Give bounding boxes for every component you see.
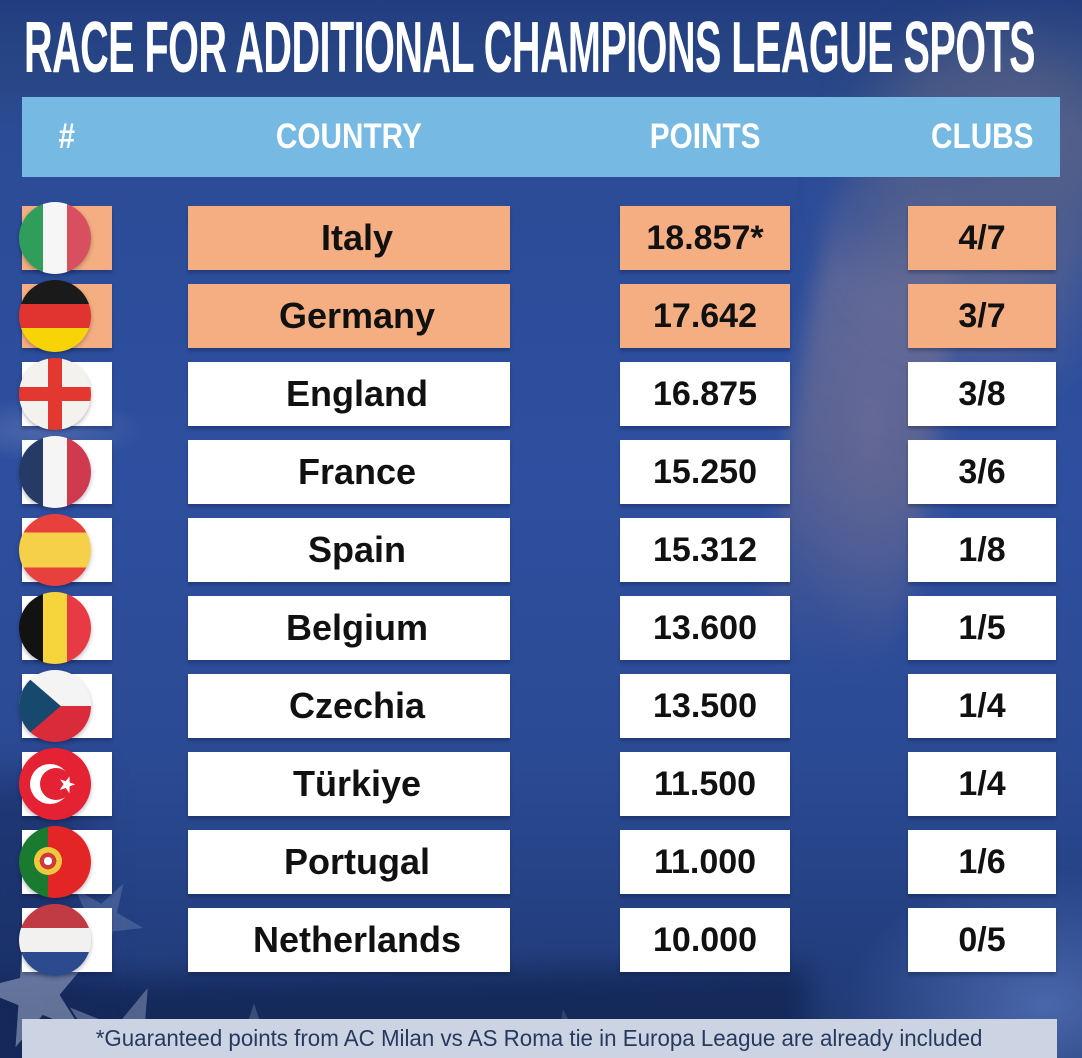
country-name: Türkiye [292, 763, 422, 804]
country-cell: Türkiye [188, 752, 510, 816]
points-value: 16.875 [653, 374, 757, 413]
clubs-value: 4/7 [958, 218, 1006, 257]
germany-flag-icon [19, 280, 91, 352]
country-name: France [297, 451, 417, 492]
clubs-cell: 1/6 [908, 830, 1056, 894]
flag-detail [19, 670, 61, 742]
column-header-clubs-label: CLUBS [930, 117, 1034, 156]
country-cell: Spain [188, 518, 510, 582]
footnote-bar: *Guaranteed points from AC Milan vs AS R… [22, 1019, 1057, 1058]
country-cell: Italy [188, 206, 510, 270]
clubs-cell: 1/4 [908, 752, 1056, 816]
table-header: # COUNTRY POINTS CLUBS [22, 97, 1060, 177]
table-body: 1 Italy 18.857* 4/7 2 Germany 17.642 [19, 202, 1060, 986]
points-value: 11.000 [653, 842, 757, 881]
table-row: 4 France 15.250 3/6 [19, 436, 1060, 508]
country-name: Germany [278, 295, 436, 336]
country-name: Portugal [283, 841, 430, 882]
table-row: 3 England 16.875 3/8 [19, 358, 1060, 430]
clubs-value: 3/8 [958, 374, 1006, 413]
background-blur-shape-top [860, 40, 1082, 330]
england-flag-icon [19, 358, 91, 430]
column-header-country-label: COUNTRY [275, 117, 422, 156]
points-value: 13.600 [653, 608, 757, 647]
clubs-cell: 3/7 [908, 284, 1056, 348]
clubs-cell: 1/8 [908, 518, 1056, 582]
points-value: 15.312 [653, 530, 757, 569]
points-cell: 17.642 [620, 284, 790, 348]
column-header-clubs: CLUBS [908, 97, 1056, 177]
points-cell: 15.312 [620, 518, 790, 582]
clubs-value: 3/6 [958, 452, 1006, 491]
clubs-value: 1/6 [958, 842, 1006, 881]
table-row: 2 Germany 17.642 3/7 [19, 280, 1060, 352]
clubs-value: 1/8 [958, 530, 1006, 569]
clubs-cell: 1/5 [908, 596, 1056, 660]
country-name: Czechia [288, 685, 426, 726]
clubs-cell: 4/7 [908, 206, 1056, 270]
clubs-cell: 0/5 [908, 908, 1056, 972]
country-cell: Netherlands [188, 908, 510, 972]
country-name: Netherlands [252, 919, 462, 960]
points-cell: 18.857* [620, 206, 790, 270]
country-name: England [286, 373, 428, 414]
country-cell: England [188, 362, 510, 426]
france-flag-icon [19, 436, 91, 508]
page-title-text: RACE FOR ADDITIONAL CHAMPIONS LEAGUE SPO… [24, 8, 1036, 88]
country-cell: Portugal [188, 830, 510, 894]
clubs-value: 1/5 [958, 608, 1006, 647]
page-title: RACE FOR ADDITIONAL CHAMPIONS LEAGUE SPO… [24, 0, 1082, 96]
clubs-value: 0/5 [958, 920, 1006, 959]
italy-flag-icon [19, 202, 91, 274]
points-value: 10.000 [653, 920, 757, 959]
portugal-flag-icon [19, 826, 91, 898]
netherlands-flag-icon [19, 904, 91, 976]
column-header-points-label: POINTS [649, 117, 761, 156]
country-name: Belgium [285, 607, 428, 648]
clubs-value: 3/7 [958, 296, 1006, 335]
points-value: 17.642 [653, 296, 757, 335]
points-value: 11.500 [653, 764, 757, 803]
points-cell: 13.600 [620, 596, 790, 660]
column-header-points: POINTS [620, 97, 790, 177]
country-cell: Czechia [188, 674, 510, 738]
points-cell: 16.875 [620, 362, 790, 426]
column-header-rank-label: # [58, 117, 76, 156]
table-row: 6 Belgium 13.600 1/5 [19, 592, 1060, 664]
belgium-flag-icon [19, 592, 91, 664]
table-row: 8 Türkiye 11.500 1/4 [19, 748, 1060, 820]
country-cell: Germany [188, 284, 510, 348]
table-row: 10 Netherlands 10.000 0/5 [19, 904, 1060, 976]
clubs-value: 1/4 [958, 686, 1006, 725]
table-row: 9 Portugal 11.000 1/6 [19, 826, 1060, 898]
points-cell: 15.250 [620, 440, 790, 504]
clubs-cell: 3/8 [908, 362, 1056, 426]
country-name: Italy [320, 217, 394, 258]
points-cell: 11.000 [620, 830, 790, 894]
table-row: 1 Italy 18.857* 4/7 [19, 202, 1060, 274]
points-cell: 11.500 [620, 752, 790, 816]
country-cell: Belgium [188, 596, 510, 660]
clubs-cell: 3/6 [908, 440, 1056, 504]
flag-detail [34, 847, 62, 875]
country-cell: France [188, 440, 510, 504]
points-value: 18.857* [646, 218, 764, 257]
footnote-text: *Guaranteed points from AC Milan vs AS R… [96, 1025, 983, 1051]
column-header-country: COUNTRY [188, 97, 510, 177]
column-header-rank: # [22, 97, 112, 177]
czechia-flag-icon [19, 670, 91, 742]
points-value: 13.500 [653, 686, 757, 725]
country-name: Spain [307, 529, 406, 570]
clubs-value: 1/4 [958, 764, 1006, 803]
points-cell: 13.500 [620, 674, 790, 738]
table-row: 5 Spain 15.312 1/8 [19, 514, 1060, 586]
clubs-cell: 1/4 [908, 674, 1056, 738]
turkiye-flag-icon [19, 748, 91, 820]
points-value: 15.250 [653, 452, 757, 491]
points-cell: 10.000 [620, 908, 790, 972]
table-row: 7 Czechia 13.500 1/4 [19, 670, 1060, 742]
spain-flag-icon [19, 514, 91, 586]
